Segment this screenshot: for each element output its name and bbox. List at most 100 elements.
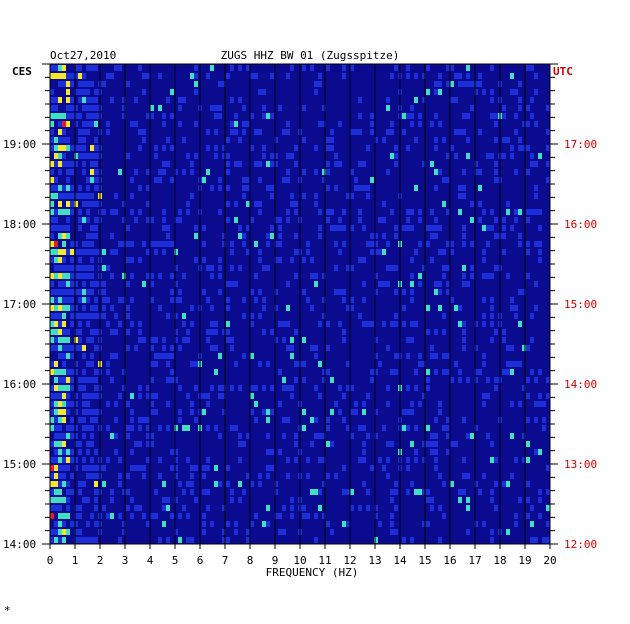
spectrogram-cell [406,209,410,215]
spectrogram-cell [418,489,422,495]
spectrogram-cell [54,185,58,191]
spectrogram-cell [338,121,342,127]
spectrogram-cell [534,161,538,167]
spectrogram-cell [82,417,86,423]
spectrogram-cell [422,489,426,495]
spectrogram-cell [138,337,142,343]
spectrogram-cell [182,321,186,327]
spectrogram-cell [242,193,246,199]
spectrogram-cell [302,137,306,143]
spectrogram-cell [214,321,218,327]
spectrogram-cell [90,193,94,199]
spectrogram-cell [338,409,342,415]
spectrogram-cell [126,257,130,263]
spectrogram-cell [406,113,410,119]
spectrogram-cell [74,89,78,95]
spectrogram-cell [70,97,74,103]
spectrogram-cell [314,281,318,287]
spectrogram-cell [462,225,466,231]
spectrogram-cell [210,105,214,111]
spectrogram-cell [182,489,186,495]
spectrogram-cell [426,89,430,95]
spectrogram-cell [458,369,462,375]
spectrogram-cell [110,305,114,311]
spectrogram-cell [314,169,318,175]
spectrogram-cell [502,233,506,239]
spectrogram-cell [278,369,282,375]
spectrogram-cell [90,161,94,167]
spectrogram-cell [278,217,282,223]
spectrogram-cell [78,185,82,191]
spectrogram-cell [226,161,230,167]
spectrogram-cell [242,489,246,495]
x-tick-label: 16 [443,554,456,567]
spectrogram-cell [162,121,166,127]
spectrogram-cell [74,73,78,79]
spectrogram-cell [238,97,242,103]
spectrogram-cell [290,193,294,199]
spectrogram-cell [202,289,206,295]
spectrogram-cell [302,289,306,295]
spectrogram-cell [86,121,90,127]
spectrogram-cell [522,145,526,151]
spectrogram-cell [326,321,330,327]
spectrogram-cell [130,465,134,471]
spectrogram-cell [194,233,198,239]
spectrogram-cell [142,129,146,135]
spectrogram-cell [314,513,318,519]
spectrogram-cell [58,225,62,231]
spectrogram-cell [146,433,150,439]
spectrogram-cell [118,457,122,463]
spectrogram-cell [286,473,290,479]
spectrogram-cell [206,465,210,471]
spectrogram-cell [206,425,210,431]
spectrogram-cell [358,113,362,119]
spectrogram-cell [174,497,178,503]
x-tick-label: 19 [518,554,531,567]
spectrogram-cell [158,457,162,463]
spectrogram-cell [86,113,90,119]
spectrogram-cell [58,529,62,535]
spectrogram-cell [90,337,94,343]
spectrogram-cell [58,377,62,383]
spectrogram-cell [390,209,394,215]
spectrogram-cell [58,345,62,351]
spectrogram-cell [166,361,170,367]
spectrogram-cell [502,217,506,223]
spectrogram-cell [222,537,226,543]
chart-title: ZUGS HHZ BW 01 (Zugsspitze) [221,49,400,62]
spectrogram-cell [122,297,126,303]
spectrogram-cell [482,361,486,367]
spectrogram-cell [86,209,90,215]
spectrogram-cell [134,505,138,511]
spectrogram-cell [74,289,78,295]
spectrogram-cell [54,433,58,439]
spectrogram-cell [530,153,534,159]
spectrogram-cell [54,257,58,263]
spectrogram-cell [202,465,206,471]
spectrogram-cell [82,537,86,543]
spectrogram-cell [90,361,94,367]
spectrogram-cell [446,449,450,455]
spectrogram-cell [474,345,478,351]
date-label: Oct27,2010 [50,49,116,62]
spectrogram-cell [158,73,162,79]
spectrogram-cell [78,209,82,215]
spectrogram-cell [190,161,194,167]
spectrogram-cell [50,65,54,71]
x-tick-label: 5 [172,554,179,567]
spectrogram-cell [430,257,434,263]
spectrogram-cell [490,321,494,327]
spectrogram-cell [86,249,90,255]
spectrogram-cell [138,329,142,335]
spectrogram-cell [82,105,86,111]
spectrogram-cell [466,81,470,87]
spectrogram-cell [426,497,430,503]
spectrogram-cell [470,265,474,271]
spectrogram-cell [206,337,210,343]
spectrogram-cell [238,433,242,439]
spectrogram-cell [422,457,426,463]
spectrogram-cell [462,129,466,135]
spectrogram-cell [442,249,446,255]
spectrogram-cell [126,225,130,231]
